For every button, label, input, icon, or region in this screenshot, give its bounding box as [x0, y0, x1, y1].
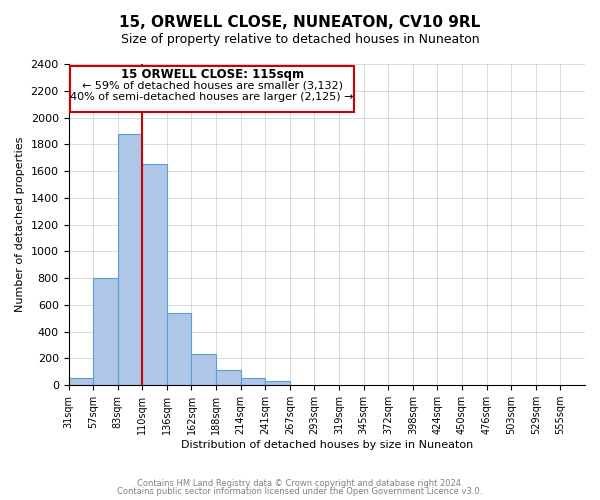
Bar — [191, 354, 216, 385]
Text: 15 ORWELL CLOSE: 115sqm: 15 ORWELL CLOSE: 115sqm — [121, 68, 304, 81]
Text: Contains public sector information licensed under the Open Government Licence v3: Contains public sector information licen… — [118, 487, 482, 496]
Bar — [118, 134, 142, 385]
Bar — [216, 370, 241, 385]
Bar — [68, 378, 93, 385]
X-axis label: Distribution of detached houses by size in Nuneaton: Distribution of detached houses by size … — [181, 440, 473, 450]
Bar — [142, 164, 167, 385]
Text: 15, ORWELL CLOSE, NUNEATON, CV10 9RL: 15, ORWELL CLOSE, NUNEATON, CV10 9RL — [119, 15, 481, 30]
Bar — [93, 278, 118, 385]
Bar — [167, 313, 191, 385]
Bar — [265, 381, 290, 385]
Y-axis label: Number of detached properties: Number of detached properties — [15, 137, 25, 312]
Text: ← 59% of detached houses are smaller (3,132): ← 59% of detached houses are smaller (3,… — [82, 80, 343, 90]
Text: Size of property relative to detached houses in Nuneaton: Size of property relative to detached ho… — [121, 32, 479, 46]
Bar — [241, 378, 265, 385]
FancyBboxPatch shape — [70, 66, 354, 112]
Text: Contains HM Land Registry data © Crown copyright and database right 2024.: Contains HM Land Registry data © Crown c… — [137, 478, 463, 488]
Text: 40% of semi-detached houses are larger (2,125) →: 40% of semi-detached houses are larger (… — [70, 92, 354, 102]
